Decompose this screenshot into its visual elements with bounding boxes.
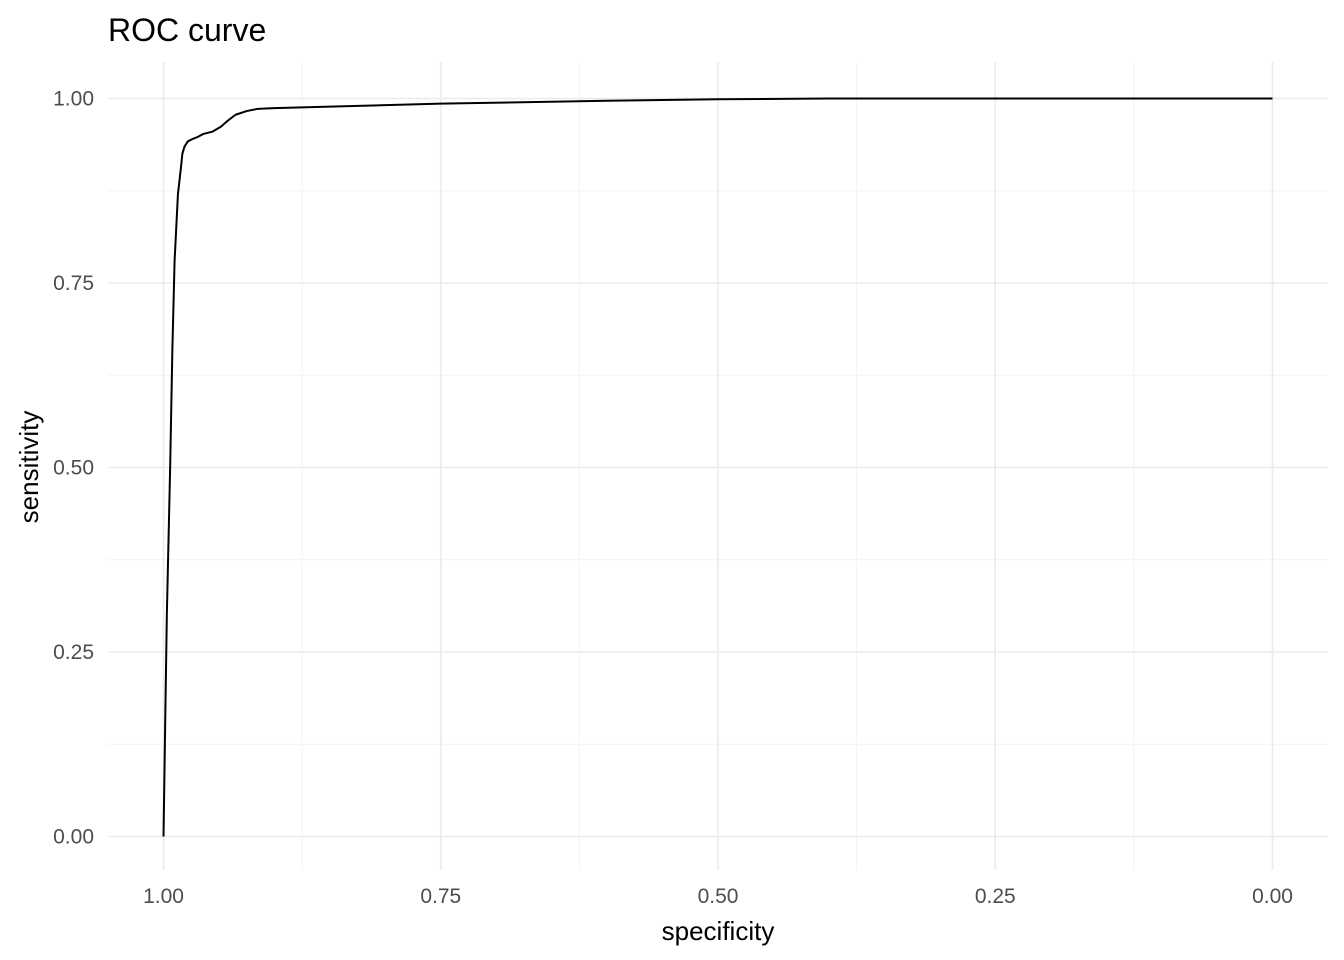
x-tick-label: 0.50	[698, 885, 739, 908]
y-tick-label: 0.25	[53, 641, 94, 664]
y-tick-label: 0.50	[53, 457, 94, 480]
x-axis-ticks: 1.00 0.75 0.50 0.25 0.00	[143, 885, 1293, 908]
x-tick-label: 1.00	[143, 885, 184, 908]
plot-grid	[108, 62, 1328, 870]
chart-title: ROC curve	[108, 12, 266, 48]
roc-curve-line	[162, 97, 1273, 837]
x-tick-label: 0.25	[975, 885, 1016, 908]
x-tick-label: 0.00	[1252, 885, 1293, 908]
x-axis-title: specificity	[662, 916, 775, 946]
x-tick-label: 0.75	[420, 885, 461, 908]
y-tick-label: 0.75	[53, 272, 94, 295]
y-tick-label: 1.00	[53, 88, 94, 111]
y-tick-label: 0.00	[53, 826, 94, 849]
y-axis-ticks: 0.00 0.25 0.50 0.75 1.00	[53, 88, 94, 849]
y-axis-title: sensitivity	[14, 411, 44, 524]
series-layer	[162, 97, 1273, 837]
